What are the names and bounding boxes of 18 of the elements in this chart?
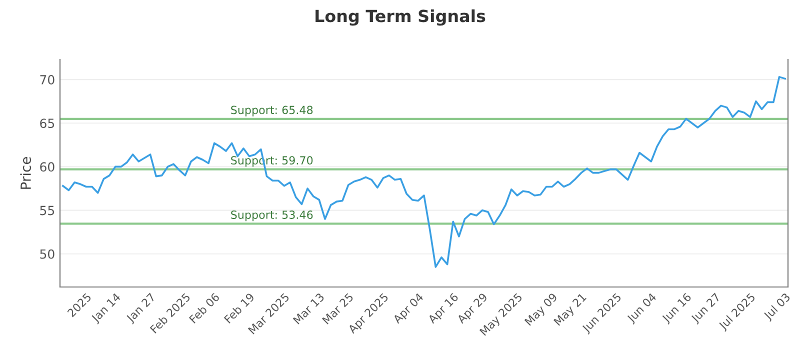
ref-line-label: Support: 65.48 [231,106,313,116]
y-tick-label: 60 [40,162,54,172]
y-tick-label: 55 [40,206,54,216]
x-tick-label: Jun 04 [626,292,658,325]
x-tick-label: Jan 14 [90,292,122,324]
x-tick-label: Feb 19 [224,292,255,324]
y-tick-label: 70 [40,75,54,84]
ref-line-label: Support: 53.46 [231,210,313,222]
chart-title: Long Term Signals [316,9,486,26]
y-axis-title: Price [20,157,31,189]
x-tick-label: Jun 16 [661,292,694,325]
line-series [62,76,786,268]
x-tick-label: Feb 06 [188,292,220,324]
y-tick-label: 50 [40,249,54,259]
x-tick-label: Jul 03 [762,292,792,322]
x-tick-label: Jan 27 [125,292,158,324]
x-tick-label: Apr 04 [392,292,426,326]
y-tick-label: 65 [40,118,54,128]
